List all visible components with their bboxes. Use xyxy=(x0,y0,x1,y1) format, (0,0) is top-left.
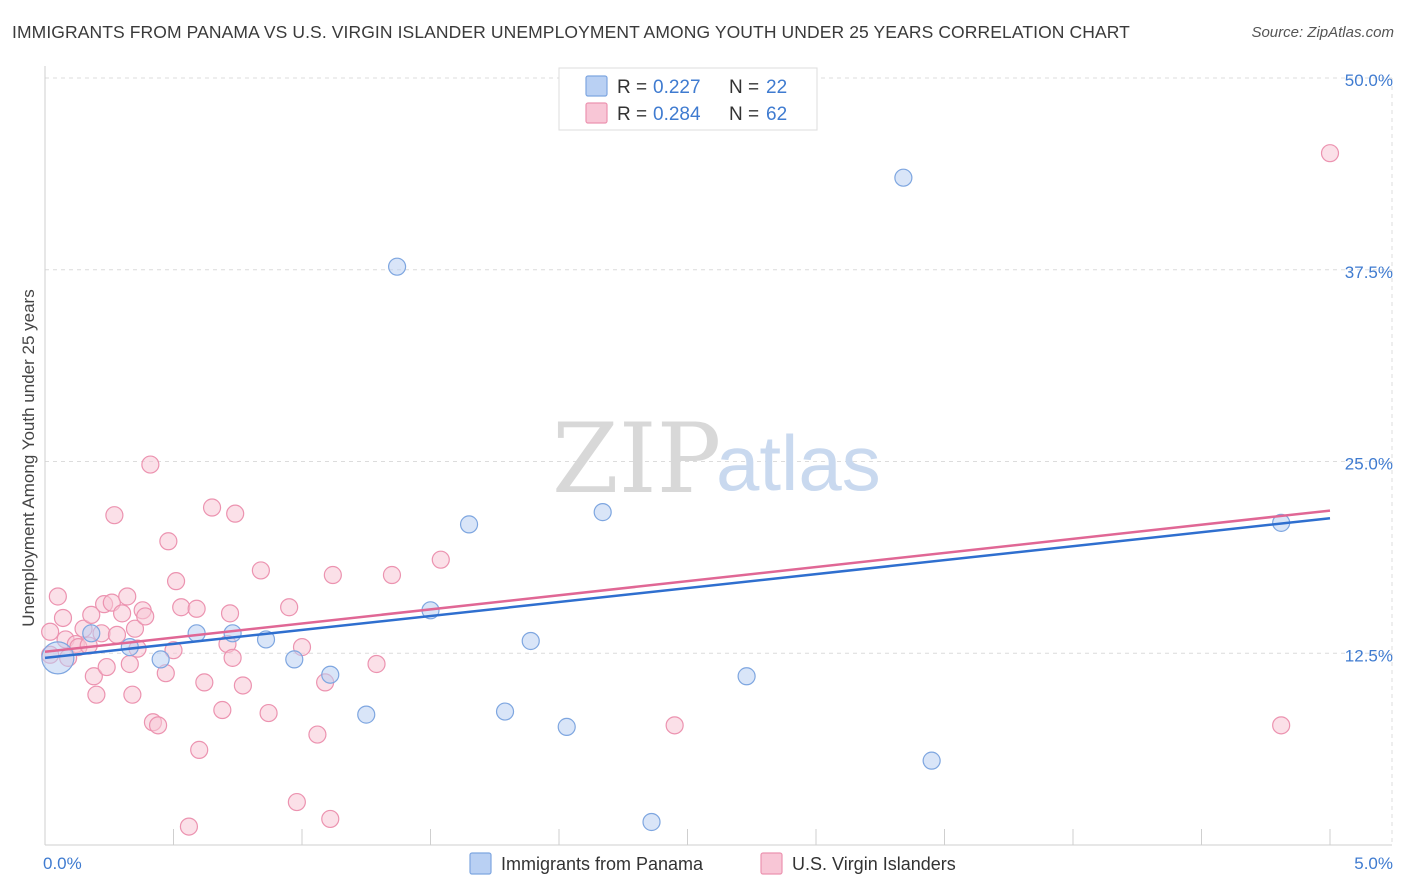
bottom-legend-swatch-virgin xyxy=(760,852,783,875)
virgin-point-17 xyxy=(105,506,124,525)
virgin-point-11 xyxy=(84,667,103,686)
panama-point-15 xyxy=(557,717,576,736)
virgin-point-34 xyxy=(172,598,191,617)
y-tick-label-2: 37.5% xyxy=(1345,263,1393,282)
virgin-point-51 xyxy=(308,725,327,744)
virgin-point-37 xyxy=(190,740,209,759)
virgin-point-58 xyxy=(665,716,684,735)
ticks: 12.5% 25.0% 37.5% 50.0% 0.0% 5.0% xyxy=(43,71,1393,873)
series-legend: Immigrants from Panama U.S. Virgin Islan… xyxy=(469,852,956,875)
panama-point-12 xyxy=(459,515,479,534)
panama-point-20 xyxy=(922,751,941,770)
virgin-point-44 xyxy=(226,504,245,523)
virgin-point-35 xyxy=(179,817,199,836)
virgin-point-48 xyxy=(280,598,299,617)
bottom-legend-label-panama: Immigrants from Panama xyxy=(501,854,704,874)
virgin-point-53 xyxy=(321,809,340,829)
y-tick-label-1: 25.0% xyxy=(1345,455,1393,474)
source-label: Source: ZipAtlas.com xyxy=(1251,24,1394,41)
virgin-point-27 xyxy=(141,455,160,474)
legend-n-label-virgin: N = xyxy=(729,104,759,125)
panama-point-16 xyxy=(593,503,612,522)
virgin-point-10 xyxy=(82,605,101,625)
x-tick-label-1: 5.0% xyxy=(1354,854,1393,873)
virgin-point-54 xyxy=(323,565,342,585)
legend-r-value-virgin: 0.284 xyxy=(653,104,701,125)
legend-r-label-panama: R = xyxy=(617,77,647,98)
virgin-point-49 xyxy=(287,792,306,812)
trend-lines xyxy=(44,509,1331,660)
virgin-point-36 xyxy=(187,599,206,618)
panama-point-13 xyxy=(495,702,515,721)
virgin-point-23 xyxy=(125,619,145,638)
legend-swatch-panama xyxy=(585,75,608,97)
panama-point-19 xyxy=(894,168,913,187)
correlation-legend: R = 0.227 N = 22 R = 0.284 N = 62 xyxy=(558,67,818,131)
virgin-point-57 xyxy=(431,550,450,569)
virgin-point-39 xyxy=(202,498,222,517)
legend-r-value-panama: 0.227 xyxy=(653,77,701,98)
panama-point-8 xyxy=(321,665,340,684)
legend-n-value-panama: 22 xyxy=(766,77,787,98)
x-tick-label-0: 0.0% xyxy=(43,854,82,873)
virgin-point-20 xyxy=(118,587,137,606)
virgin-point-56 xyxy=(382,565,402,585)
virgin-point-32 xyxy=(164,641,183,660)
panama-point-1 xyxy=(82,624,101,643)
virgin-point-59 xyxy=(1272,716,1291,735)
virgin-point-2 xyxy=(48,587,67,606)
legend-n-label-panama: N = xyxy=(729,77,759,98)
axes xyxy=(44,66,1392,846)
legend-n-value-virgin: 62 xyxy=(766,104,787,125)
watermark-zip: ZIP xyxy=(552,403,721,515)
virgin-point-29 xyxy=(148,716,168,735)
virgin-point-40 xyxy=(213,700,232,720)
virgin-point-21 xyxy=(120,654,139,674)
trend-line-panama xyxy=(44,517,1331,660)
series-virgin-islanders-points xyxy=(41,144,1340,836)
virgin-point-38 xyxy=(195,673,214,692)
y-tick-label-3: 50.0% xyxy=(1345,71,1393,90)
virgin-point-18 xyxy=(107,625,127,644)
panama-point-14 xyxy=(521,631,540,651)
virgin-point-45 xyxy=(233,676,252,695)
virgin-point-12 xyxy=(87,685,106,704)
virgin-point-0 xyxy=(41,622,60,641)
panama-point-17 xyxy=(642,812,661,832)
bottom-legend-swatch-panama xyxy=(469,852,492,875)
virgin-point-3 xyxy=(53,608,73,628)
virgin-point-47 xyxy=(259,703,278,723)
panama-point-10 xyxy=(387,257,407,276)
virgin-point-33 xyxy=(166,572,186,591)
panama-point-9 xyxy=(357,705,376,724)
bottom-legend-label-virgin: U.S. Virgin Islanders xyxy=(792,854,956,874)
panama-point-7 xyxy=(285,650,304,669)
virgin-point-26 xyxy=(136,607,155,626)
chart-title: IMMIGRANTS FROM PANAMA VS U.S. VIRGIN IS… xyxy=(12,22,1130,42)
virgin-point-22 xyxy=(123,685,142,704)
legend-swatch-virgin xyxy=(585,102,608,124)
virgin-point-31 xyxy=(159,532,178,551)
virgin-point-15 xyxy=(97,657,116,677)
virgin-point-46 xyxy=(251,561,270,580)
virgin-point-19 xyxy=(112,604,132,623)
legend-r-label-virgin: R = xyxy=(617,104,647,125)
virgin-point-60 xyxy=(1320,144,1340,163)
trend-line-virgin xyxy=(44,509,1331,653)
virgin-point-55 xyxy=(367,654,386,674)
y-tick-label-0: 12.5% xyxy=(1345,646,1393,665)
virgin-point-43 xyxy=(223,648,242,667)
virgin-point-42 xyxy=(220,604,240,623)
watermark: ZIP atlas xyxy=(552,403,881,515)
panama-point-3 xyxy=(151,650,170,669)
watermark-atlas: atlas xyxy=(716,419,881,507)
y-axis-label: Unemployment Among Youth under 25 years xyxy=(19,289,38,626)
panama-point-18 xyxy=(737,667,756,686)
